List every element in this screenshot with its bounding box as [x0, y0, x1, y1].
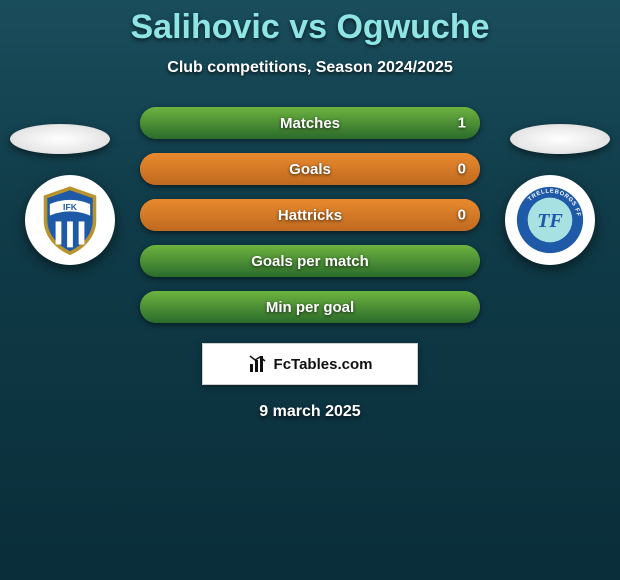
stat-bar-label: Goals — [289, 161, 331, 178]
stats-section: Matches 1 Goals 0 Hattricks 0 Goals per match M… — [0, 107, 620, 421]
stat-bars: Matches 1 Goals 0 Hattricks 0 Goals per match M… — [140, 107, 480, 323]
stat-bar-label: Hattricks — [278, 207, 342, 224]
stat-bar: Matches 1 — [140, 107, 480, 139]
brand-footer[interactable]: FcTables.com — [202, 343, 418, 385]
stat-bar: Goals per match — [140, 245, 480, 277]
stat-bar-label: Goals per match — [251, 253, 369, 270]
stat-bar: Min per goal — [140, 291, 480, 323]
date-label: 9 march 2025 — [0, 403, 620, 421]
stat-bar-label: Min per goal — [266, 299, 354, 316]
page-subtitle: Club competitions, Season 2024/2025 — [0, 59, 620, 77]
bar-chart-icon — [248, 354, 268, 374]
stat-bar-label: Matches — [280, 115, 340, 132]
stat-bar-value-right: 0 — [458, 161, 466, 178]
stat-bar-value-right: 0 — [458, 207, 466, 224]
stat-bar: Hattricks 0 — [140, 199, 480, 231]
page-title: Salihovic vs Ogwuche — [0, 8, 620, 47]
comparison-card: Salihovic vs Ogwuche Club competitions, … — [0, 0, 620, 580]
stat-bar: Goals 0 — [140, 153, 480, 185]
stat-bar-value-right: 1 — [458, 115, 466, 132]
brand-name: FcTables.com — [274, 356, 373, 373]
